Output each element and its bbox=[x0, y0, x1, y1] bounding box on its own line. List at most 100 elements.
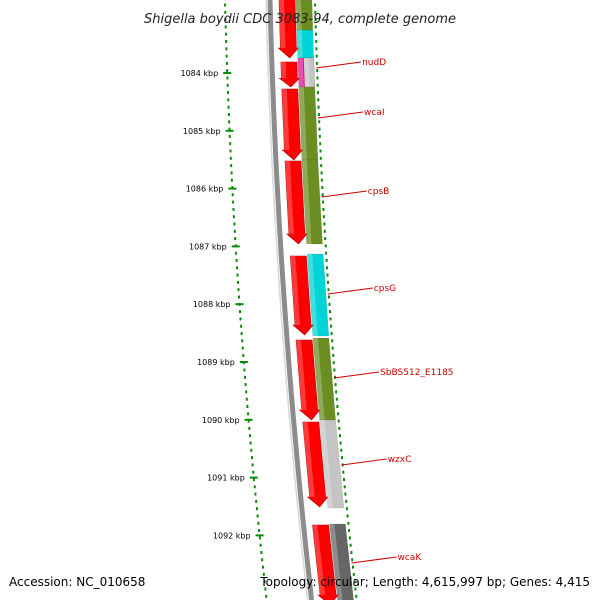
tick-dot bbox=[262, 572, 265, 576]
scale-tick bbox=[225, 129, 234, 132]
tick-dot bbox=[320, 164, 323, 168]
tick-dot bbox=[255, 507, 258, 511]
tick-dot bbox=[337, 419, 340, 423]
tick-dot bbox=[340, 448, 343, 452]
tick-dot bbox=[232, 207, 235, 211]
tick-dot bbox=[314, 25, 317, 29]
tick-dot bbox=[317, 98, 320, 102]
tick-dot bbox=[257, 521, 260, 525]
tick-dot bbox=[249, 434, 251, 438]
scale-tick bbox=[255, 534, 264, 537]
tick-dot bbox=[342, 470, 345, 474]
tick-dot bbox=[326, 273, 329, 277]
scale-tick bbox=[223, 72, 232, 74]
tick-dot bbox=[338, 426, 341, 430]
feature-band-shade bbox=[303, 58, 310, 87]
tick-dot bbox=[353, 580, 356, 584]
tick-dot bbox=[244, 383, 247, 387]
feature-band-shade bbox=[319, 420, 333, 508]
tick-dot bbox=[228, 127, 231, 131]
tick-dot bbox=[243, 368, 246, 372]
tick-dot bbox=[317, 113, 320, 116]
gene-label: nudD bbox=[362, 58, 386, 68]
feature-band-shade bbox=[297, 58, 304, 87]
tick-dot bbox=[323, 229, 326, 233]
tick-dot bbox=[314, 3, 317, 7]
tick-dot bbox=[346, 514, 349, 518]
scale-tick-label: 1088 kbp bbox=[193, 300, 231, 309]
scale-tick-label: 1085 kbp bbox=[183, 127, 221, 136]
backbone-highlight bbox=[265, 0, 309, 600]
tick-dot bbox=[250, 448, 253, 452]
cds-arrow-shade bbox=[296, 340, 307, 410]
tick-dot bbox=[333, 368, 336, 372]
tick-dot bbox=[316, 83, 319, 87]
tick-dot bbox=[330, 332, 333, 335]
tick-dot bbox=[350, 551, 353, 554]
tick-dot bbox=[233, 229, 236, 233]
gene-label: wcaI bbox=[364, 108, 384, 118]
gene-leader-line bbox=[321, 190, 367, 198]
feature-band bbox=[319, 419, 345, 509]
tick-dot bbox=[232, 200, 235, 204]
feature-band-shade bbox=[298, 87, 307, 160]
tick-dot bbox=[329, 317, 332, 321]
backbone bbox=[265, 0, 315, 600]
tick-dot bbox=[229, 149, 232, 153]
tick-dot bbox=[319, 156, 322, 160]
tick-dot bbox=[352, 565, 354, 569]
tick-dot bbox=[316, 76, 319, 80]
feature-band bbox=[306, 253, 330, 337]
tick-dot bbox=[322, 207, 325, 211]
tick-dot bbox=[344, 492, 347, 496]
tick-dot bbox=[348, 536, 351, 540]
tick-dot bbox=[331, 339, 334, 343]
scale-tick bbox=[239, 361, 248, 363]
tick-dot bbox=[236, 266, 238, 270]
gene-label: SbBS512_E1185 bbox=[380, 368, 453, 378]
tick-dot bbox=[229, 156, 232, 160]
tick-dot bbox=[225, 32, 227, 36]
tick-dot bbox=[234, 237, 237, 241]
tick-dot bbox=[332, 353, 335, 357]
tick-dot bbox=[247, 419, 250, 423]
tick-dot bbox=[314, 18, 317, 22]
gene-leader-line bbox=[334, 371, 380, 379]
tick-dot bbox=[237, 288, 240, 292]
tick-dot bbox=[348, 529, 351, 533]
scale-tick-label: 1089 kbp bbox=[197, 358, 235, 367]
tick-dot bbox=[327, 280, 329, 284]
tick-dot bbox=[341, 456, 343, 460]
tick-dot bbox=[253, 485, 256, 489]
tick-dot bbox=[315, 40, 318, 43]
tick-dot bbox=[245, 397, 248, 401]
tick-dot bbox=[339, 434, 341, 438]
gene-leader-line bbox=[341, 458, 387, 466]
tick-dot bbox=[261, 558, 264, 562]
tick-dot bbox=[227, 113, 230, 116]
scale-tick-label: 1092 kbp bbox=[213, 531, 251, 540]
tick-marks: 1084 kbp 1085 kbp 1086 kbp 1087 kbp 1088 kbp… bbox=[180, 69, 264, 540]
tick-dot bbox=[255, 499, 258, 503]
feature-band bbox=[329, 523, 354, 600]
tick-dot bbox=[318, 120, 321, 124]
tick-dot bbox=[355, 594, 358, 598]
tick-dot bbox=[239, 310, 241, 314]
gene-label: wzxC bbox=[388, 455, 412, 465]
tick-dot bbox=[240, 332, 243, 335]
tick-dot bbox=[262, 565, 264, 569]
tick-dot bbox=[225, 54, 228, 58]
gene-label: cpsB bbox=[368, 187, 390, 197]
tick-dot bbox=[325, 251, 328, 255]
cds-arrow-shade bbox=[281, 89, 290, 150]
tick-dot bbox=[343, 478, 345, 481]
tick-dot bbox=[260, 551, 263, 554]
tick-dot bbox=[316, 69, 319, 73]
scale-tick bbox=[235, 303, 244, 306]
tick-dot bbox=[318, 127, 321, 131]
tick-dot bbox=[247, 412, 250, 416]
tick-dot bbox=[224, 10, 227, 14]
tick-dot bbox=[249, 441, 252, 445]
gene-leader-line bbox=[317, 111, 364, 119]
